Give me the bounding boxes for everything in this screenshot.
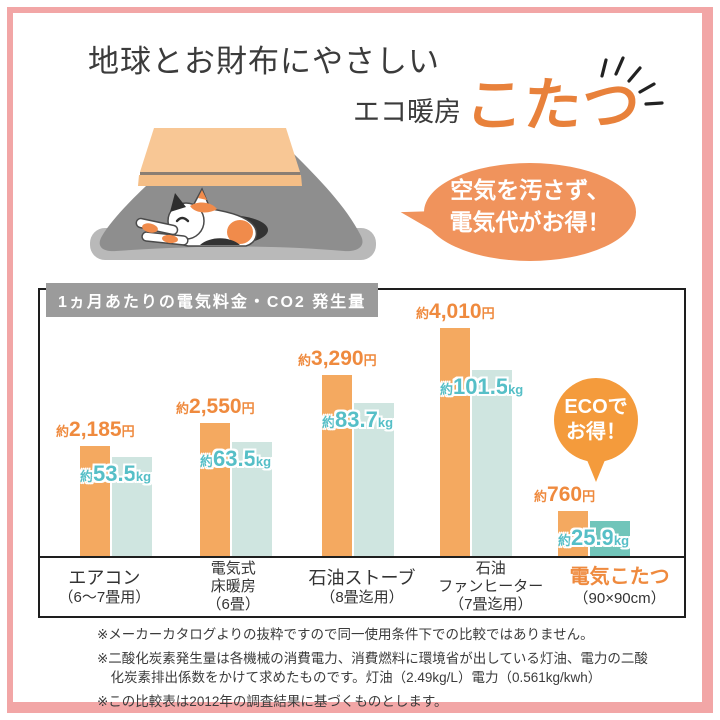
category-size: （6〜7畳用） [58, 588, 151, 606]
tabletop-edge [138, 175, 302, 186]
bar-group: 約2,185円約53.5kg [56, 290, 152, 556]
eco-badge-line1: ECOで [564, 396, 628, 418]
cost-label: 約2,550円 [176, 395, 255, 418]
cost-label: 約2,185円 [56, 418, 135, 441]
co2-label: 約83.7kg [322, 407, 394, 432]
category-name: ファンヒーター [438, 578, 544, 596]
footnotes: ※メーカーカタログよりの抜粋ですので同一使用条件下での比較ではありません。 ※二酸… [97, 625, 657, 715]
eco-badge: ECOで お得！ [554, 378, 638, 482]
cost-bar [440, 328, 470, 556]
bar-group: 約760円約25.9kg [534, 290, 630, 556]
co2-bar [232, 442, 272, 556]
main-title: 地球とお財布にやさしい [88, 44, 440, 79]
cat-ear-orange-tip [198, 190, 207, 200]
bar-group: 約4,010円約101.5kg [416, 290, 523, 556]
category-size: （8畳迄用） [320, 588, 404, 606]
cat-head-orange-patch [190, 202, 217, 213]
subtitle: エコ暖房 [353, 97, 461, 127]
co2-label: 約53.5kg [80, 461, 152, 486]
cost-bar [200, 423, 230, 556]
category-label: 石油 ファンヒーター （7畳迄用） [426, 560, 555, 613]
co2-bar [112, 457, 152, 556]
co2-label: 約63.5kg [200, 446, 272, 471]
cost-label: 約4,010円 [416, 300, 495, 323]
speech-bubble: 空気を汚さず、 電気代がお得！ [399, 163, 636, 261]
eco-badge-tail [587, 460, 605, 482]
cat-closed-eye [175, 216, 190, 223]
category-size: （7畳迄用） [449, 595, 533, 613]
speech-bubble-line1: 空気を汚さず、 [450, 178, 610, 203]
cost-bar [322, 375, 352, 556]
category-name: 床暖房 [210, 578, 256, 596]
chart-title: 1ヵ月あたりの電気料金・CO2 発生量 [46, 283, 379, 317]
cost-bar [80, 446, 110, 556]
category-row: エアコン （6〜7畳用） 電気式 床暖房 （6畳） 石油ストーブ （8畳迄用） 石油 ファンヒー… [40, 556, 684, 616]
kotatsu-tabletop [140, 128, 300, 172]
category-label: 電気式 床暖房 （6畳） [169, 560, 298, 613]
footnote: ※この比較表は2012年の調査結果に基づくものとします。 [97, 693, 448, 709]
footnote: ※二酸化炭素発生量は各機械の消費電力、消費燃料に環境省が出している灯油、電力の二… [97, 650, 648, 686]
speech-bubble-tail [399, 207, 437, 232]
eco-badge-line2: お得！ [566, 421, 626, 443]
bar-group: 約3,290円約83.7kg [298, 290, 394, 556]
cat-front-paws [135, 217, 189, 246]
cat-body-orange-patch [227, 220, 253, 244]
co2-bar [354, 403, 394, 556]
cat-belly-shadow [200, 238, 240, 245]
cost-bar [558, 511, 588, 556]
category-size: （6畳） [206, 595, 260, 613]
cost-label: 約3,290円 [298, 347, 377, 370]
category-name: 電気式 [210, 560, 256, 578]
co2-label: 約101.5kg [440, 374, 524, 399]
co2-bar [472, 370, 512, 556]
category-name: 電気こたつ [569, 566, 670, 589]
kotatsu-illustration [90, 128, 376, 260]
cat-ear-black [170, 193, 186, 212]
category-name: 石油 [475, 560, 506, 578]
speech-bubble-line2: 電気代がお得！ [449, 210, 611, 236]
bar-area: 約2,185円 約53.5kg 約2,550円 約63.5kg 約3,290円 約83.7… [40, 290, 684, 556]
co2-bar [590, 521, 630, 556]
category-name: エアコン [68, 567, 141, 588]
sparkle-icon [600, 56, 664, 106]
footnote: ※メーカーカタログよりの抜粋ですので同一使用条件下での比較ではありません。 [97, 627, 594, 642]
cost-label: 約760円 [534, 483, 596, 506]
tabletop-edge-line [140, 172, 300, 175]
category-name: 石油ストーブ [308, 567, 416, 588]
bar-group: 約2,550円約63.5kg [176, 290, 272, 556]
category-label: 電気こたつ （90×90cm） [555, 566, 684, 607]
category-label: 石油ストーブ （8畳迄用） [298, 568, 427, 607]
category-size: （90×90cm） [573, 589, 666, 607]
co2-label: 約25.9kg [558, 525, 630, 550]
category-label: エアコン （6〜7畳用） [40, 568, 169, 607]
